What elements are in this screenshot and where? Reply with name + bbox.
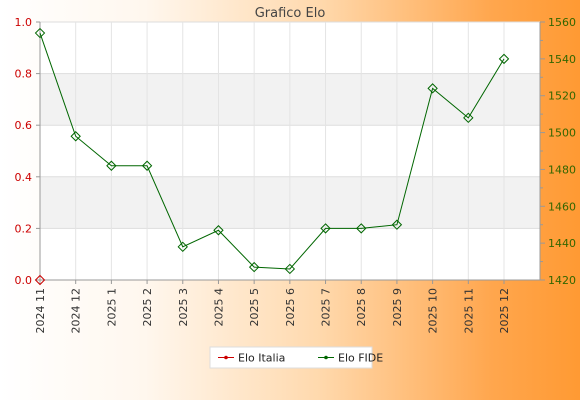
- data-point: [284, 263, 296, 275]
- data-point: [106, 160, 117, 171]
- x-tick-label: 2025 2: [141, 288, 154, 327]
- right-tick-label: 1440: [548, 237, 576, 250]
- legend-box: [209, 346, 373, 369]
- x-tick-label: 2025 6: [284, 288, 297, 327]
- x-tick-label: 2025 10: [427, 288, 440, 334]
- data-point: [248, 261, 260, 273]
- right-tick-label: 1520: [548, 90, 576, 103]
- data-point: [177, 241, 188, 253]
- data-point: [34, 27, 46, 39]
- legend: Elo Italia Elo FIDE: [209, 346, 383, 369]
- data-point: [463, 112, 474, 124]
- chart-title: Grafico Elo: [255, 6, 326, 21]
- data-point: [213, 225, 224, 236]
- left-tick-label: 0.2: [15, 222, 33, 235]
- left-tick-label: 0.0: [15, 274, 33, 287]
- legend-label: Elo Italia: [238, 352, 285, 365]
- data-point: [498, 53, 510, 65]
- data-point: [320, 223, 331, 234]
- data-point: [391, 219, 403, 230]
- x-tick-label: 2025 12: [498, 288, 511, 334]
- right-tick-label: 1480: [548, 163, 576, 176]
- x-tick-label: 2025 9: [391, 288, 404, 327]
- left-tick-label: 0.4: [15, 171, 33, 184]
- data-point: [70, 131, 81, 142]
- right-tick-label: 1460: [548, 200, 576, 213]
- left-tick-label: 0.8: [15, 68, 33, 81]
- data-point: [141, 160, 153, 171]
- gridlines: [39, 21, 540, 281]
- series-marks: [34, 27, 510, 286]
- series-line: [39, 32, 505, 270]
- right-tick-label: 1540: [548, 53, 576, 66]
- right-tick-label: 1500: [548, 127, 576, 140]
- left-tick-label: 1.0: [15, 16, 33, 29]
- x-tick-label: 2024 11: [34, 288, 47, 334]
- right-tick-label: 1420: [548, 274, 576, 287]
- x-tick-label: 2025 4: [212, 288, 225, 327]
- data-point: [427, 83, 438, 94]
- right-tick-label: 1560: [548, 16, 576, 29]
- x-tick-label: 2025 5: [248, 288, 261, 327]
- x-tick-label: 2024 12: [70, 288, 83, 334]
- legend-label: Elo FIDE: [338, 352, 383, 365]
- legend-swatch-dot: [224, 355, 228, 360]
- x-tick-label: 2025 3: [177, 288, 190, 327]
- legend-swatch-dot: [324, 355, 328, 360]
- axes: 0.0 0.2 0.4 0.6 0.8 1.0 1420 1440 1460 1480 1500 15…: [15, 16, 577, 334]
- x-tick-label: 2025 8: [355, 288, 368, 327]
- x-tick-label: 2025 7: [320, 288, 333, 327]
- left-tick-label: 0.6: [15, 119, 33, 132]
- x-tick-label: 2025 11: [462, 288, 475, 334]
- data-point: [356, 223, 367, 234]
- data-point: [34, 274, 46, 286]
- x-tick-label: 2025 1: [105, 288, 118, 327]
